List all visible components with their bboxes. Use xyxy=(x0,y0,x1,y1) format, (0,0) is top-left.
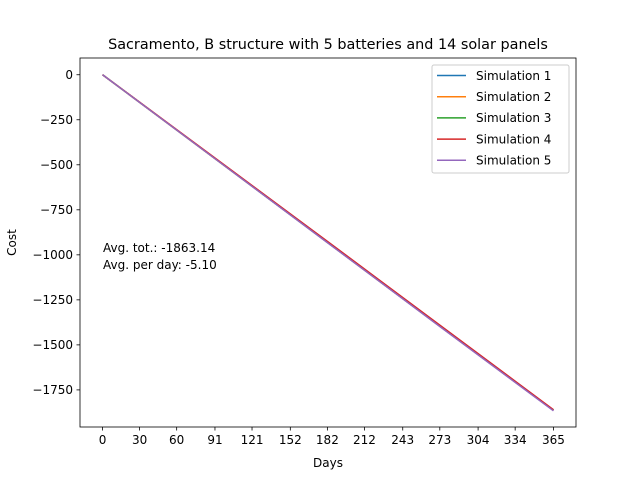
x-tick-label: 60 xyxy=(169,433,184,447)
y-ticks: 0 −250 −500 −750 −1000 −1250 −1500 −1750 xyxy=(32,68,80,397)
x-tick-label: 121 xyxy=(241,433,264,447)
x-tick-label: 0 xyxy=(99,433,107,447)
legend-items: Simulation 1 Simulation 2 Simulation 3 Simu… xyxy=(437,69,551,168)
legend-label-2: Simulation 2 xyxy=(476,90,551,104)
x-tick-label: 243 xyxy=(391,433,414,447)
y-tick-label: 0 xyxy=(65,68,73,82)
x-ticks: 0 30 60 91 121 152 182 212 243 273 304 334 365 xyxy=(99,427,565,447)
x-tick-label: 304 xyxy=(467,433,490,447)
y-axis-label: Cost xyxy=(5,229,19,256)
legend-label-4: Simulation 4 xyxy=(476,132,551,146)
x-tick-label: 91 xyxy=(207,433,222,447)
annotation-avg-total: Avg. tot.: -1863.14 xyxy=(103,241,215,255)
legend-label-1: Simulation 1 xyxy=(476,69,551,83)
plot-frame xyxy=(79,57,577,428)
series-line-5 xyxy=(102,74,554,412)
legend-label-5: Simulation 5 xyxy=(476,154,551,168)
annotation-avg-per-day: Avg. per day: -5.10 xyxy=(103,258,217,272)
legend: Simulation 1 Simulation 2 Simulation 3 Simu… xyxy=(431,64,570,174)
y-tick-label: −750 xyxy=(40,203,73,217)
x-tick-label: 365 xyxy=(542,433,565,447)
y-tick-label: −1750 xyxy=(32,383,73,397)
x-tick-label: 182 xyxy=(316,433,339,447)
x-tick-label: 30 xyxy=(132,433,147,447)
legend-label-3: Simulation 3 xyxy=(476,111,551,125)
x-tick-label: 273 xyxy=(428,433,451,447)
y-tick-label: −1000 xyxy=(32,248,73,262)
x-tick-label: 334 xyxy=(504,433,527,447)
y-tick-label: −500 xyxy=(40,158,73,172)
y-tick-label: −1250 xyxy=(32,293,73,307)
x-tick-label: 212 xyxy=(353,433,376,447)
x-axis-label: Days xyxy=(313,456,343,470)
series-layer xyxy=(102,74,554,412)
legend-box xyxy=(431,64,570,174)
y-tick-label: −250 xyxy=(40,113,73,127)
chart-title: Sacramento, B structure with 5 batteries… xyxy=(108,37,548,53)
x-tick-label: 152 xyxy=(279,433,302,447)
y-tick-label: −1500 xyxy=(32,338,73,352)
